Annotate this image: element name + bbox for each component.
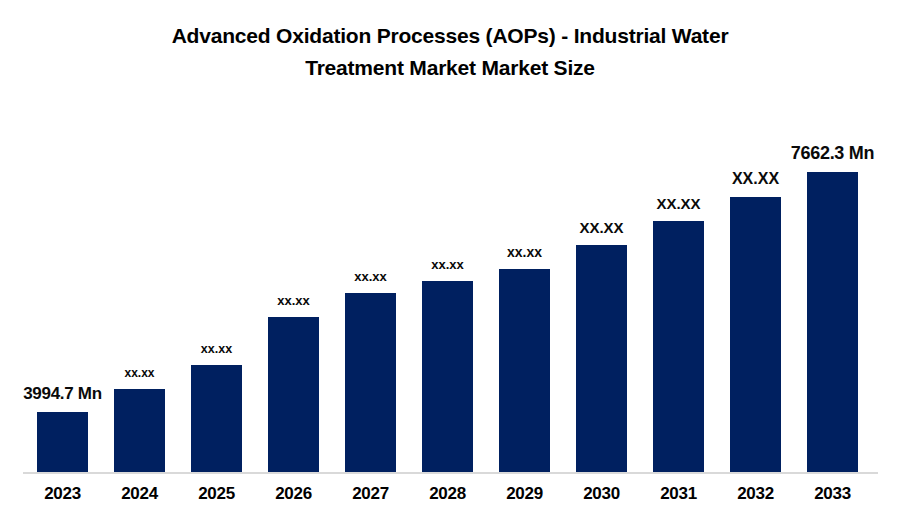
- bar-column-2028: xx.xx: [409, 0, 486, 473]
- bar-value-label: xx.xx: [201, 343, 232, 356]
- bar-value-label: xx.xx: [507, 245, 542, 259]
- x-axis-labels: 2023202420252026202720282029203020312032…: [24, 484, 871, 504]
- x-axis-label: 2023: [24, 484, 101, 504]
- bar-value-label: xx.xx: [431, 258, 464, 271]
- bar-column-2029: xx.xx: [486, 0, 563, 473]
- bar: [37, 412, 88, 473]
- bar-column-2030: XX.XX: [563, 0, 640, 473]
- chart-canvas: Advanced Oxidation Processes (AOPs) - In…: [0, 0, 900, 525]
- x-axis-label: 2026: [255, 484, 332, 504]
- bar: [191, 365, 242, 473]
- bar-value-label: 3994.7 Mn: [23, 385, 102, 402]
- bar-column-2024: xx.xx: [101, 0, 178, 473]
- bar: [114, 389, 165, 473]
- x-axis-label: 2030: [563, 484, 640, 504]
- bar: [807, 172, 858, 473]
- bar-column-2027: xx.xx: [332, 0, 409, 473]
- x-axis-label: 2024: [101, 484, 178, 504]
- bar-value-label: XX.XX: [656, 196, 700, 211]
- x-axis-label: 2032: [717, 484, 794, 504]
- bar: [268, 317, 319, 473]
- x-axis-label: 2027: [332, 484, 409, 504]
- bar: [653, 221, 704, 473]
- bar-value-label: XX.XX: [732, 171, 779, 187]
- bar-value-label: 7662.3 Mn: [791, 144, 874, 162]
- bar-value-label: xx.xx: [277, 294, 310, 307]
- bar-column-2032: XX.XX: [717, 0, 794, 473]
- bar-value-label: xx.xx: [124, 367, 154, 379]
- bar-value-label: xx.xx: [354, 270, 387, 283]
- x-axis-line: [23, 472, 878, 474]
- bar-column-2025: xx.xx: [178, 0, 255, 473]
- bar-value-label: XX.XX: [579, 220, 623, 235]
- bar-column-2031: XX.XX: [640, 0, 717, 473]
- bar: [422, 281, 473, 473]
- x-axis-label: 2029: [486, 484, 563, 504]
- x-axis-label: 2028: [409, 484, 486, 504]
- bar-column-2023: 3994.7 Mn: [24, 0, 101, 473]
- x-axis-label: 2033: [794, 484, 871, 504]
- bar-column-2033: 7662.3 Mn: [794, 0, 871, 473]
- x-axis-label: 2025: [178, 484, 255, 504]
- bar: [730, 197, 781, 473]
- bar: [345, 293, 396, 473]
- bar: [576, 245, 627, 473]
- bar-column-2026: xx.xx: [255, 0, 332, 473]
- bar: [499, 269, 550, 473]
- x-axis-label: 2031: [640, 484, 717, 504]
- plot-area: 3994.7 Mn xx.xx xx.xx xx.xx xx.xx xx.xx xx.xx X…: [24, 0, 871, 473]
